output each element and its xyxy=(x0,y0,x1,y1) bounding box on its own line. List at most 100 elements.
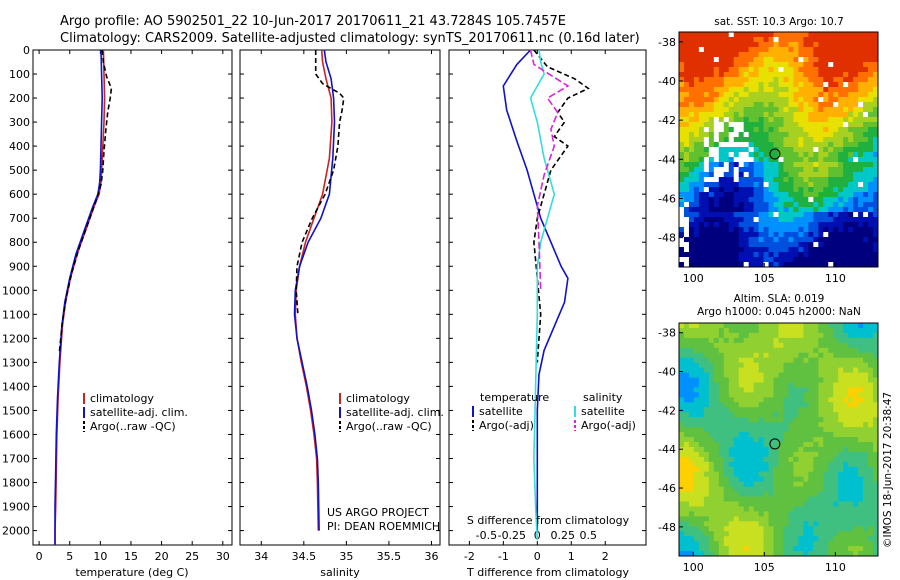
heatmap-cell xyxy=(763,217,769,223)
heatmap-cell xyxy=(853,546,859,552)
heatmap-cell xyxy=(863,87,869,93)
heatmap-cell xyxy=(803,117,809,123)
heatmap-cell xyxy=(753,382,760,388)
heatmap-cell xyxy=(703,501,710,507)
heatmap-cell xyxy=(773,47,779,53)
heatmap-cell xyxy=(803,37,809,43)
heatmap-cell xyxy=(818,47,824,53)
heatmap-cell xyxy=(863,182,869,188)
x-tick-label: 0 xyxy=(36,550,43,563)
heatmap-cell xyxy=(713,42,720,48)
heatmap-cell xyxy=(818,332,824,339)
heatmap-cell xyxy=(788,412,794,418)
heatmap-cell xyxy=(858,92,864,98)
heatmap-cell xyxy=(698,377,705,383)
heatmap-cell xyxy=(768,112,774,118)
heatmap-cell xyxy=(748,347,755,354)
heatmap-cell xyxy=(868,337,874,344)
heatmap-cell xyxy=(823,471,829,478)
heatmap-cell xyxy=(768,217,774,223)
heatmap-cell xyxy=(753,471,760,478)
heatmap-cell xyxy=(748,62,755,68)
heatmap-cell xyxy=(728,82,735,88)
heatmap-cell xyxy=(758,77,764,83)
heatmap-cell xyxy=(783,97,789,103)
heatmap-cell xyxy=(853,127,859,133)
heatmap-cell xyxy=(728,466,735,473)
heatmap-cell xyxy=(818,42,824,48)
heatmap-cell xyxy=(743,531,750,537)
heatmap-cell xyxy=(708,506,715,512)
heatmap-cell xyxy=(788,446,794,453)
heatmap-cell xyxy=(748,107,755,113)
heatmap-cell xyxy=(853,47,859,53)
heatmap-cell xyxy=(778,337,784,344)
heatmap-cell xyxy=(688,157,695,163)
heatmap-cell xyxy=(768,496,774,502)
heatmap-cell xyxy=(698,142,705,148)
heatmap-cell xyxy=(848,87,854,93)
heatmap-cell xyxy=(778,551,784,557)
heatmap-cell xyxy=(683,427,690,433)
heatmap-cell xyxy=(728,352,735,359)
heatmap-cell xyxy=(848,77,854,83)
heatmap-cell xyxy=(793,437,799,443)
heatmap-cell xyxy=(688,82,695,88)
heatmap-cell xyxy=(828,242,834,248)
heatmap-cell xyxy=(688,501,695,507)
heatmap-cell xyxy=(798,337,804,344)
heatmap-cell xyxy=(758,257,764,263)
heatmap-cell xyxy=(823,511,829,517)
heatmap-cell xyxy=(818,192,824,198)
heatmap-cell xyxy=(853,496,859,502)
heatmap-cell xyxy=(728,247,735,253)
heatmap-cell xyxy=(803,197,809,203)
heatmap-cell xyxy=(788,137,794,143)
heatmap-cell xyxy=(808,32,814,38)
heatmap-cell xyxy=(823,397,829,403)
heatmap-cell xyxy=(823,202,829,208)
heatmap-cell xyxy=(723,362,730,369)
heatmap-cell xyxy=(803,212,809,218)
heatmap-cell xyxy=(773,451,779,458)
heatmap-cell xyxy=(753,481,760,487)
heatmap-cell xyxy=(788,551,794,557)
heatmap-cell xyxy=(838,57,844,63)
heatmap-cell xyxy=(793,247,799,253)
heatmap-cell xyxy=(683,137,690,143)
heatmap-cell xyxy=(738,501,745,507)
heatmap-cell xyxy=(718,466,725,473)
heatmap-cell xyxy=(743,37,750,43)
heatmap-cell xyxy=(688,242,695,248)
heatmap-cell xyxy=(683,152,690,158)
heatmap-cell xyxy=(843,112,849,118)
heatmap-cell xyxy=(808,77,814,83)
difference-x2label: S difference from climatology xyxy=(467,514,630,527)
heatmap-cell xyxy=(703,407,710,413)
heatmap-cell xyxy=(873,202,879,208)
heatmap-cell xyxy=(693,417,700,423)
heatmap-cell xyxy=(833,42,839,48)
heatmap-cell xyxy=(703,337,710,344)
heatmap-cell xyxy=(848,323,854,329)
heatmap-cell xyxy=(788,327,794,334)
heatmap-cell xyxy=(679,122,685,128)
heatmap-cell xyxy=(833,237,839,243)
heatmap-cell xyxy=(743,112,750,118)
heatmap-cell xyxy=(873,402,879,408)
heatmap-cell xyxy=(718,112,725,118)
heatmap-cell xyxy=(868,67,874,73)
heatmap-cell xyxy=(843,172,849,178)
heatmap-cell xyxy=(743,362,750,369)
heatmap-cell xyxy=(818,132,824,138)
heatmap-cell xyxy=(818,32,824,38)
heatmap-cell xyxy=(733,417,740,423)
heatmap-cell xyxy=(708,456,715,463)
heatmap-cell xyxy=(763,347,769,354)
heatmap-cell xyxy=(738,337,745,344)
heatmap-cell xyxy=(748,496,755,502)
heatmap-cell xyxy=(703,347,710,354)
heatmap-cell xyxy=(863,217,869,223)
heatmap-cell xyxy=(708,546,715,552)
heatmap-cell xyxy=(718,92,725,98)
